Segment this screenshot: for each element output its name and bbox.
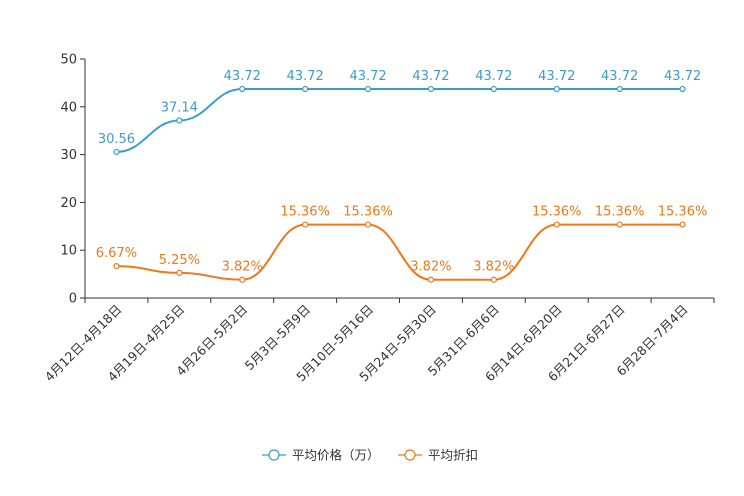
data-label: 43.72 <box>287 69 324 84</box>
y-tick-label: 0 <box>69 292 77 307</box>
data-point <box>176 117 183 124</box>
y-tick-label: 50 <box>60 53 77 68</box>
legend-label-1: 平均价格（万） <box>292 448 380 463</box>
x-tick-label: 5月3日-5月9日 <box>242 302 314 374</box>
data-point <box>239 85 246 93</box>
data-label: 3.82% <box>410 260 451 275</box>
data-label: 30.56 <box>98 132 135 147</box>
data-point <box>553 85 560 93</box>
data-point <box>113 263 120 270</box>
data-label: 15.36% <box>280 205 330 220</box>
data-label: 15.36% <box>595 205 645 220</box>
series-line-2 <box>116 223 683 281</box>
data-point <box>427 276 435 283</box>
data-point <box>616 85 623 93</box>
data-label: 43.72 <box>664 69 701 84</box>
data-label: 3.82% <box>473 260 514 275</box>
data-label: 43.72 <box>601 69 638 84</box>
data-point <box>302 221 309 228</box>
series-line-1 <box>116 88 683 153</box>
data-point <box>113 148 120 156</box>
data-label: 15.36% <box>532 205 582 220</box>
data-point <box>679 221 686 228</box>
legend-marker-1 <box>268 449 280 461</box>
data-label: 43.72 <box>412 69 449 84</box>
y-tick-label: 20 <box>60 196 77 211</box>
y-tick-label: 30 <box>60 148 77 163</box>
data-point <box>176 269 183 277</box>
legend-label-2: 平均折扣 <box>428 448 478 463</box>
data-label: 15.36% <box>343 205 393 220</box>
data-point <box>490 276 497 283</box>
data-point <box>427 85 435 93</box>
data-label: 43.72 <box>224 69 261 84</box>
data-label: 5.25% <box>159 253 200 268</box>
data-label: 6.67% <box>96 246 137 261</box>
y-tick-label: 40 <box>60 100 77 115</box>
data-point <box>616 221 623 228</box>
legend-marker-2 <box>404 449 416 461</box>
data-label: 43.72 <box>349 69 386 84</box>
data-label: 43.72 <box>475 69 512 84</box>
data-point <box>364 85 372 93</box>
data-point <box>553 221 560 228</box>
data-point <box>679 85 686 93</box>
data-point <box>490 85 497 93</box>
data-point <box>364 221 372 228</box>
data-label: 3.82% <box>222 260 263 275</box>
data-point <box>239 276 246 283</box>
y-tick-label: 10 <box>60 244 77 259</box>
data-label: 43.72 <box>538 69 575 84</box>
data-point <box>302 85 309 93</box>
data-label: 15.36% <box>658 205 708 220</box>
data-label: 37.14 <box>161 100 198 115</box>
